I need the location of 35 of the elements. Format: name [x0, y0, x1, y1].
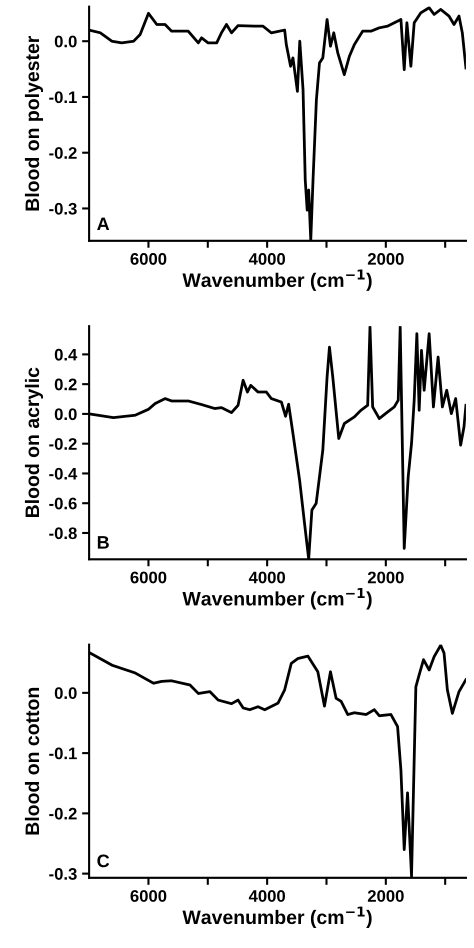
y-axis-title: Blood on polyester [24, 36, 44, 210]
y-tick-label: -0.3 [49, 202, 77, 215]
x-tick-label: 4000 [248, 572, 285, 584]
x-tick-label: 4000 [248, 253, 285, 265]
y-tick-label: 0.4 [54, 348, 78, 361]
x-tick-label: 2000 [368, 253, 404, 265]
x-axis-title: Wavenumber (cm$^{−1}$) [182, 270, 372, 291]
y-tick-label: -0.1 [49, 91, 77, 104]
x-tick-label: 6000 [130, 890, 166, 902]
x-tick-label: 6000 [130, 572, 166, 584]
y-axis-title: Blood on acrylic [24, 368, 44, 518]
x-axis-title: Wavenumber (cm$^{−1}$) [182, 588, 372, 610]
x-tick-label: 2000 [368, 572, 404, 584]
line-series [89, 644, 466, 878]
y-tick-label: -0.8 [49, 527, 77, 540]
annotation: B [98, 536, 109, 549]
y-tick-label: -0.1 [49, 748, 77, 760]
x-tick-label: 6000 [130, 253, 166, 265]
y-tick-label: -0.2 [49, 808, 77, 820]
y-axis-title: Blood on cotton [24, 688, 40, 834]
y-tick-label: 0.0 [54, 687, 77, 700]
line-series [89, 6, 466, 241]
y-tick-label: -0.3 [49, 868, 77, 880]
y-tick-label: -0.2 [49, 438, 77, 450]
x-tick-label: 2000 [368, 890, 404, 902]
y-tick-label: -0.4 [49, 468, 78, 480]
y-tick-label: 0.2 [54, 378, 77, 390]
y-tick-label: -0.6 [49, 498, 77, 510]
y-tick-label: 0.0 [54, 408, 77, 420]
annotation: C [97, 854, 110, 868]
y-tick-label: 0.0 [54, 36, 77, 48]
x-tick-label: 4000 [248, 890, 285, 902]
y-tick-label: -0.2 [49, 147, 77, 159]
annotation: A [97, 218, 110, 230]
x-axis-title: Wavenumber (cm$^{−1}$) [182, 906, 372, 928]
